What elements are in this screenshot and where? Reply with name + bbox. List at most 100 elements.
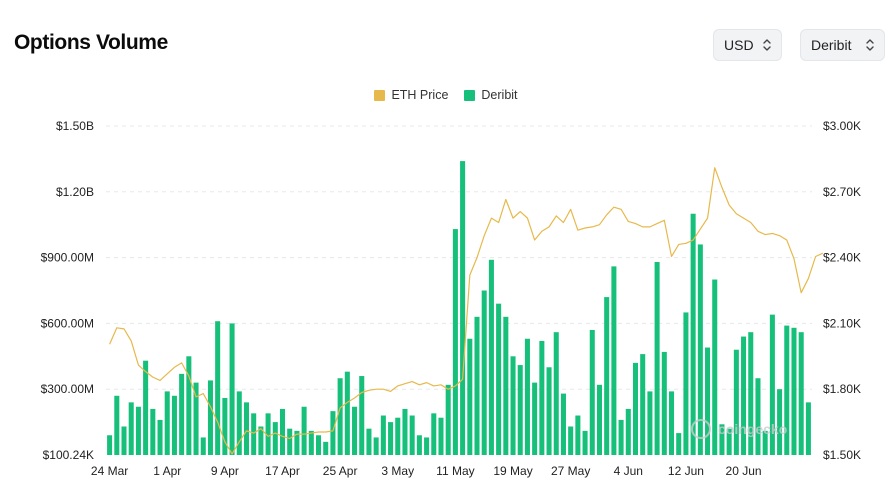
volume-bar [582, 430, 588, 455]
volume-bar [669, 391, 675, 455]
y-left-tick-label: $600.00M [41, 316, 94, 330]
volume-bar [589, 329, 595, 455]
volume-bar [741, 336, 747, 455]
volume-bar [323, 441, 329, 455]
exchange-select-value: Deribit [811, 37, 852, 53]
y-left-tick-label: $300.00M [41, 382, 94, 396]
volume-bar [164, 391, 170, 455]
volume-bar [143, 360, 149, 455]
volume-bar [777, 389, 783, 455]
volume-bar [128, 402, 134, 455]
volume-bar [553, 332, 559, 455]
volume-bar [287, 428, 293, 455]
x-tick-label: 11 May [436, 464, 474, 478]
legend-swatch-deribit [464, 89, 476, 101]
volume-bar [200, 437, 206, 455]
volume-bar [705, 347, 711, 455]
volume-bar [431, 413, 437, 455]
y-right-tick-label: $1.50K [823, 448, 861, 462]
y-left-tick-label: $1.50B [56, 119, 94, 133]
x-tick-label: 3 May [381, 464, 414, 478]
volume-bar [344, 371, 350, 455]
volume-bar [575, 415, 581, 455]
volume-bar [424, 437, 430, 455]
volume-bar [654, 261, 660, 455]
legend-swatch-eth-price [374, 89, 386, 101]
volume-bar [388, 422, 394, 455]
y-right-tick-label: $3.00K [823, 119, 861, 133]
volume-bar [618, 419, 624, 455]
volume-bar [402, 408, 408, 455]
legend-item-deribit[interactable]: Deribit [464, 88, 518, 102]
volume-bar [135, 406, 141, 455]
coingecko-logo-icon [691, 419, 711, 439]
volume-bar [301, 406, 307, 455]
volume-bar [179, 373, 185, 455]
volume-bar [114, 395, 120, 455]
legend-item-eth-price[interactable]: ETH Price [374, 88, 448, 102]
volume-bar [380, 415, 386, 455]
y-right-tick-label: $2.70K [823, 185, 861, 199]
volume-bar [467, 338, 473, 455]
volume-bar [683, 312, 689, 455]
chevron-up-down-icon [866, 39, 874, 51]
volume-bar [251, 413, 257, 455]
volume-bar [784, 325, 790, 455]
volume-bar [625, 408, 631, 455]
volume-bar [316, 435, 322, 455]
volume-bar [193, 382, 199, 455]
volume-bar [366, 428, 372, 455]
exchange-select[interactable]: Deribit [800, 29, 885, 61]
volume-bar [229, 323, 235, 455]
currency-select-value: USD [724, 37, 754, 53]
volume-bar [762, 430, 768, 455]
volume-bar [647, 391, 653, 455]
volume-bar [474, 316, 480, 455]
coingecko-watermark: coingecko [718, 421, 787, 437]
chart-legend: ETH Price Deribit [0, 88, 892, 102]
volume-bar [395, 417, 401, 455]
x-tick-label: 27 May [551, 464, 590, 478]
currency-select[interactable]: USD [713, 29, 782, 61]
volume-bar [373, 437, 379, 455]
volume-bar [150, 408, 156, 455]
volume-bar [748, 332, 754, 455]
x-tick-label: 1 Apr [153, 464, 181, 478]
volume-bar [215, 321, 221, 455]
x-tick-label: 4 Jun [614, 464, 643, 478]
legend-label-deribit: Deribit [481, 88, 518, 102]
volume-bar [496, 303, 502, 455]
eth-price-line [109, 167, 824, 455]
volume-bar [258, 426, 264, 455]
volume-bar [604, 297, 610, 455]
volume-bar [481, 290, 487, 455]
volume-bar [632, 362, 639, 455]
volume-bar [712, 279, 718, 455]
volume-bar [726, 428, 732, 455]
page-title: Options Volume [14, 31, 168, 54]
volume-bar [791, 327, 797, 455]
y-right-tick-label: $2.10K [823, 316, 861, 330]
volume-bar [697, 244, 703, 455]
volume-bar [107, 435, 113, 455]
volume-bar [265, 413, 271, 455]
volume-bar [452, 229, 458, 455]
volume-bar [596, 384, 602, 455]
volume-bar [488, 259, 494, 455]
volume-bar [560, 393, 566, 455]
volume-bar [640, 354, 646, 455]
x-tick-label: 25 Apr [323, 464, 358, 478]
volume-bar [243, 402, 249, 455]
x-tick-label: 17 Apr [265, 464, 300, 478]
volume-bar [121, 426, 127, 455]
x-tick-label: 24 Mar [91, 464, 128, 478]
volume-bar [409, 415, 415, 455]
volume-bar [279, 408, 286, 455]
y-right-tick-label: $1.80K [823, 382, 861, 396]
volume-bar [661, 351, 667, 455]
y-left-tick-label: $1.20B [56, 185, 94, 199]
volume-bar [611, 266, 617, 455]
volume-bar [805, 402, 811, 455]
volume-bar [207, 380, 213, 455]
